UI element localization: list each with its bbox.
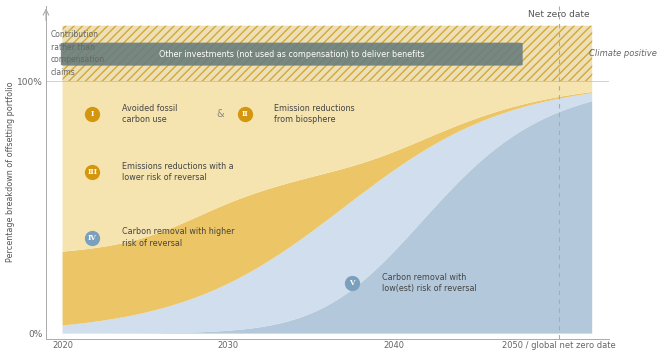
- Text: Contribution
rather than
compensation
claims: Contribution rather than compensation cl…: [51, 30, 105, 77]
- Text: Other investments (not used as compensation) to deliver benefits: Other investments (not used as compensat…: [159, 49, 424, 59]
- Text: Emissions reductions with a
lower risk of reversal: Emissions reductions with a lower risk o…: [122, 162, 234, 182]
- Text: Emission reductions
from biosphere: Emission reductions from biosphere: [274, 104, 355, 124]
- FancyBboxPatch shape: [61, 43, 523, 66]
- Text: Carbon removal with
low(est) risk of reversal: Carbon removal with low(est) risk of rev…: [382, 273, 477, 293]
- Text: Climate positive: Climate positive: [589, 49, 657, 58]
- Text: IV: IV: [88, 234, 97, 242]
- Text: &: &: [216, 109, 224, 119]
- Text: Net zero date: Net zero date: [529, 10, 590, 19]
- Y-axis label: Percentage breakdown of offsetting portfolio: Percentage breakdown of offsetting portf…: [5, 82, 15, 262]
- Text: Avoided fossil
carbon use: Avoided fossil carbon use: [122, 104, 177, 124]
- Text: Carbon removal with higher
risk of reversal: Carbon removal with higher risk of rever…: [122, 227, 234, 248]
- Text: I: I: [91, 110, 94, 118]
- Text: II: II: [241, 110, 248, 118]
- Text: V: V: [349, 279, 355, 287]
- Text: III: III: [87, 168, 98, 176]
